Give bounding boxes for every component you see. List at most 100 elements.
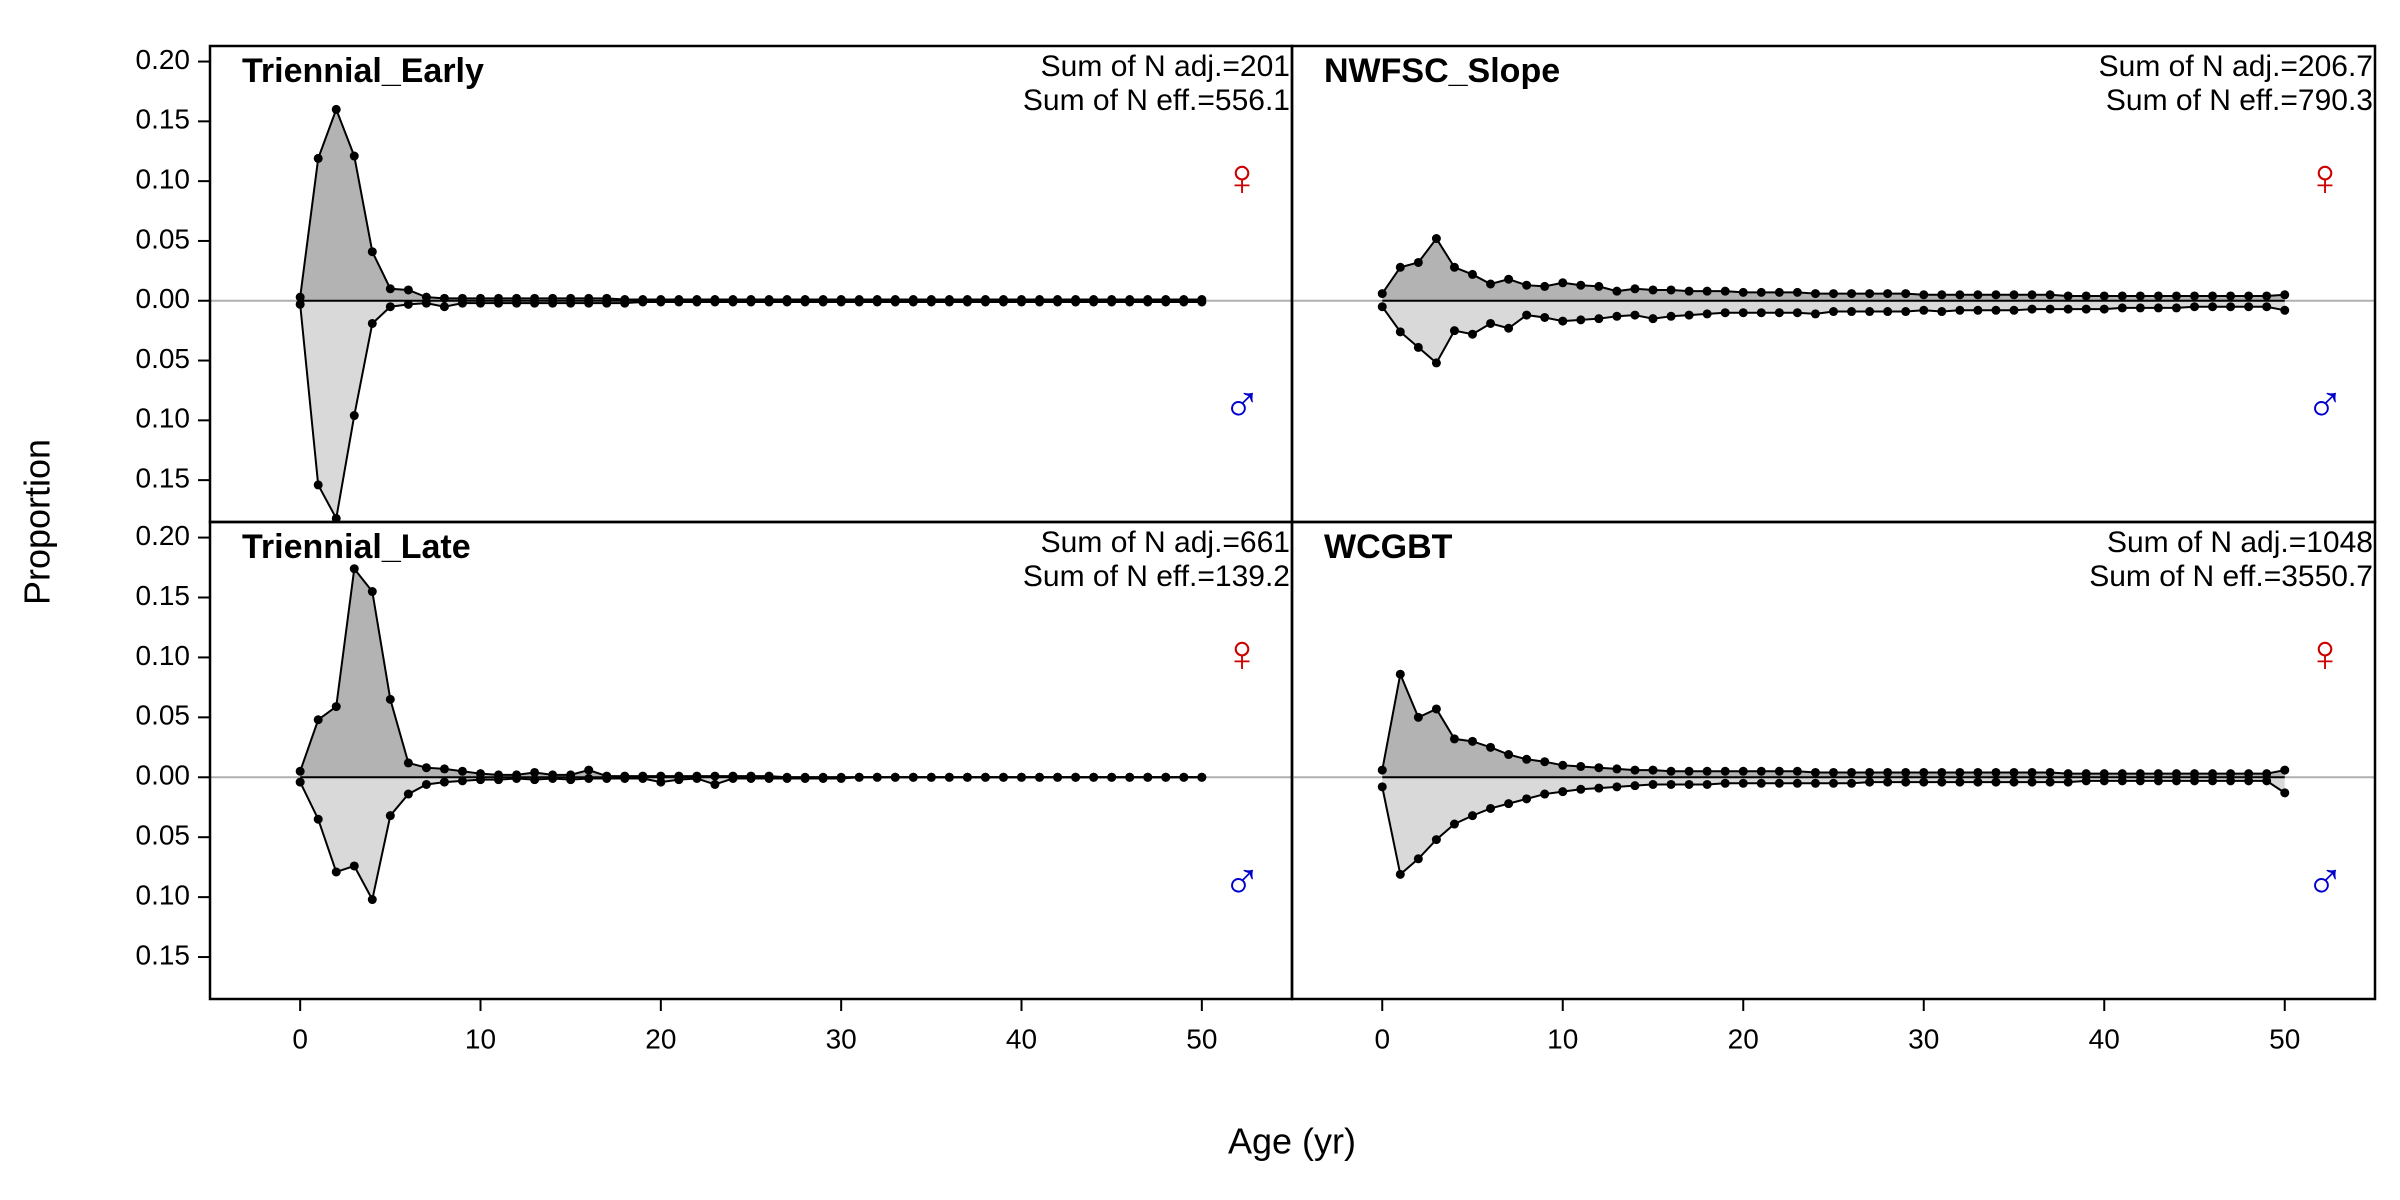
- legend-symbol: ♀: [2306, 625, 2345, 683]
- x-tick-label: 0: [1374, 1023, 1390, 1054]
- point: [728, 297, 738, 307]
- point: [998, 772, 1008, 782]
- point: [1558, 787, 1568, 797]
- point: [2117, 303, 2127, 313]
- point: [854, 297, 864, 307]
- point: [1089, 297, 1099, 307]
- point: [1666, 285, 1676, 295]
- point: [421, 779, 431, 789]
- point: [1738, 308, 1748, 318]
- point: [1829, 289, 1838, 299]
- annotation: Sum of N eff.=556.1: [1023, 84, 1290, 117]
- point: [367, 587, 377, 597]
- point: [1576, 315, 1586, 325]
- point: [2190, 776, 2199, 786]
- point: [1197, 772, 1207, 782]
- point: [1630, 310, 1640, 320]
- point: [2027, 290, 2037, 300]
- point: [1720, 766, 1730, 776]
- point: [1089, 772, 1099, 782]
- point: [439, 302, 449, 312]
- point: [872, 297, 882, 307]
- point: [1883, 777, 1893, 787]
- point: [1738, 287, 1748, 297]
- point: [710, 297, 720, 307]
- x-tick-label: 50: [2269, 1023, 2300, 1054]
- point: [1738, 778, 1748, 788]
- point: [530, 775, 540, 785]
- point: [1395, 669, 1405, 679]
- point: [2135, 291, 2145, 301]
- point: [2045, 304, 2055, 314]
- point: [1143, 772, 1153, 782]
- point: [1107, 297, 1117, 307]
- point: [1449, 326, 1459, 336]
- point: [2027, 777, 2037, 787]
- point: [1179, 772, 1189, 782]
- point: [1756, 287, 1766, 297]
- point: [1901, 307, 1911, 317]
- annotation: Sum of N eff.=3550.7: [2089, 560, 2373, 593]
- area: [1382, 238, 2285, 301]
- legend-symbol: ♂: [2306, 376, 2345, 434]
- x-tick-label: 0: [292, 1023, 308, 1054]
- point: [620, 298, 630, 308]
- point: [421, 298, 431, 308]
- point: [512, 773, 522, 783]
- point: [1937, 777, 1947, 787]
- point: [1468, 811, 1477, 821]
- point: [764, 773, 774, 783]
- y-tick-label: 0.00: [136, 760, 191, 791]
- point: [944, 772, 954, 782]
- y-tick-label: 0.05: [136, 820, 191, 851]
- y-tick-label: 0.00: [136, 283, 191, 314]
- point: [1377, 302, 1387, 312]
- point: [457, 776, 467, 786]
- annotation: Sum of N adj.=661: [1041, 526, 1290, 559]
- y-tick-label: 0.05: [136, 343, 191, 374]
- point: [439, 764, 449, 774]
- point: [1053, 772, 1063, 782]
- area: [1382, 300, 2285, 363]
- point: [313, 153, 323, 163]
- point: [980, 297, 990, 307]
- point: [926, 297, 936, 307]
- point: [2153, 291, 2163, 301]
- point: [710, 779, 720, 789]
- point: [1395, 869, 1405, 879]
- point: [2226, 291, 2236, 301]
- point: [1522, 310, 1532, 320]
- legend-symbol: ♂: [1223, 853, 1262, 911]
- point: [403, 285, 413, 295]
- point: [1666, 766, 1676, 776]
- point: [1774, 778, 1784, 788]
- point: [2208, 291, 2218, 301]
- annotation: Sum of N eff.=790.3: [2106, 84, 2373, 117]
- point: [1486, 318, 1496, 328]
- point: [2153, 303, 2163, 313]
- point: [1919, 305, 1929, 315]
- point: [1937, 767, 1947, 777]
- point: [1449, 819, 1459, 829]
- point: [313, 480, 323, 490]
- point: [1413, 712, 1423, 722]
- point: [1865, 289, 1875, 299]
- point: [1630, 765, 1640, 775]
- point: [1991, 777, 2001, 787]
- y-tick-label: 0.20: [136, 44, 191, 75]
- x-tick-label: 40: [1006, 1023, 1037, 1054]
- point: [602, 773, 612, 783]
- point: [1865, 307, 1875, 317]
- point: [1955, 767, 1965, 777]
- point: [1973, 777, 1983, 787]
- point: [890, 772, 900, 782]
- point: [476, 775, 485, 785]
- point: [385, 811, 395, 821]
- point: [1684, 766, 1694, 776]
- point: [2027, 767, 2037, 777]
- point: [710, 771, 720, 781]
- point: [1973, 305, 1983, 315]
- point: [349, 564, 359, 574]
- point: [2280, 305, 2290, 315]
